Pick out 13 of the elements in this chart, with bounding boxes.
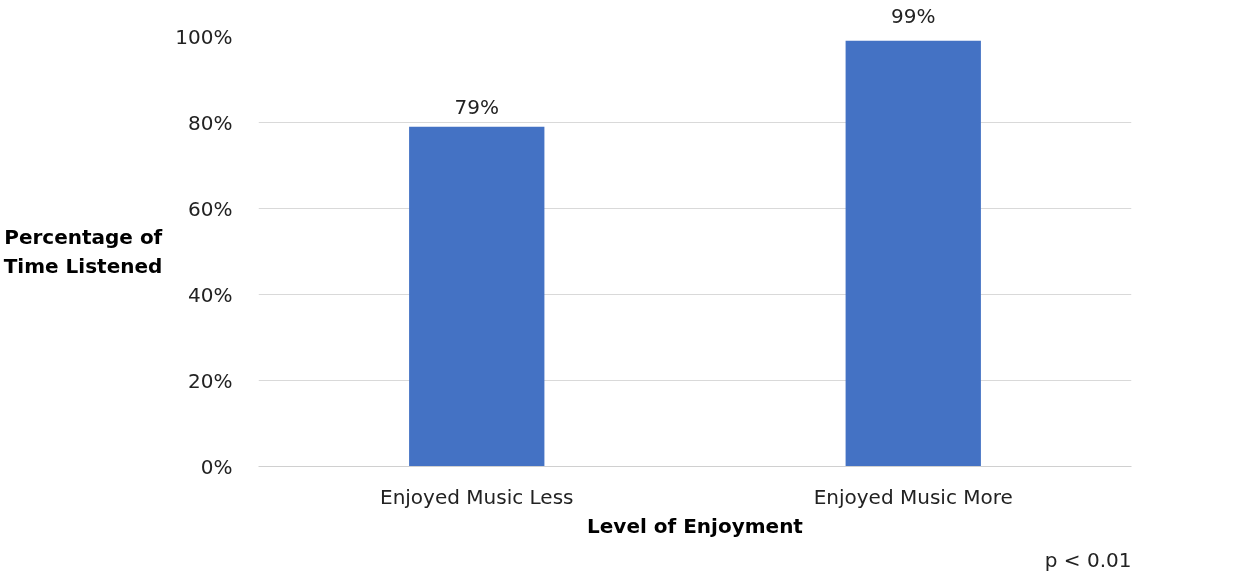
- x-axis-title: Level of Enjoyment: [587, 513, 804, 538]
- x-tick-label: Enjoyed Music Less: [380, 484, 574, 509]
- y-axis-title: Percentage of Time Listened: [3, 225, 163, 278]
- y-tick-label: 40%: [188, 282, 233, 307]
- y-tick-label: 0%: [200, 454, 233, 479]
- data-label: 79%: [454, 94, 499, 119]
- y-tick-label: 60%: [188, 196, 233, 221]
- text: p < 0.01: [1044, 547, 1132, 572]
- x-tick-label: Enjoyed Music More: [813, 484, 1013, 509]
- y-tick-label: 80%: [188, 110, 233, 135]
- data-label: 99%: [891, 3, 936, 28]
- y-tick-label: 100%: [175, 24, 233, 49]
- y-tick-label: 20%: [188, 368, 233, 393]
